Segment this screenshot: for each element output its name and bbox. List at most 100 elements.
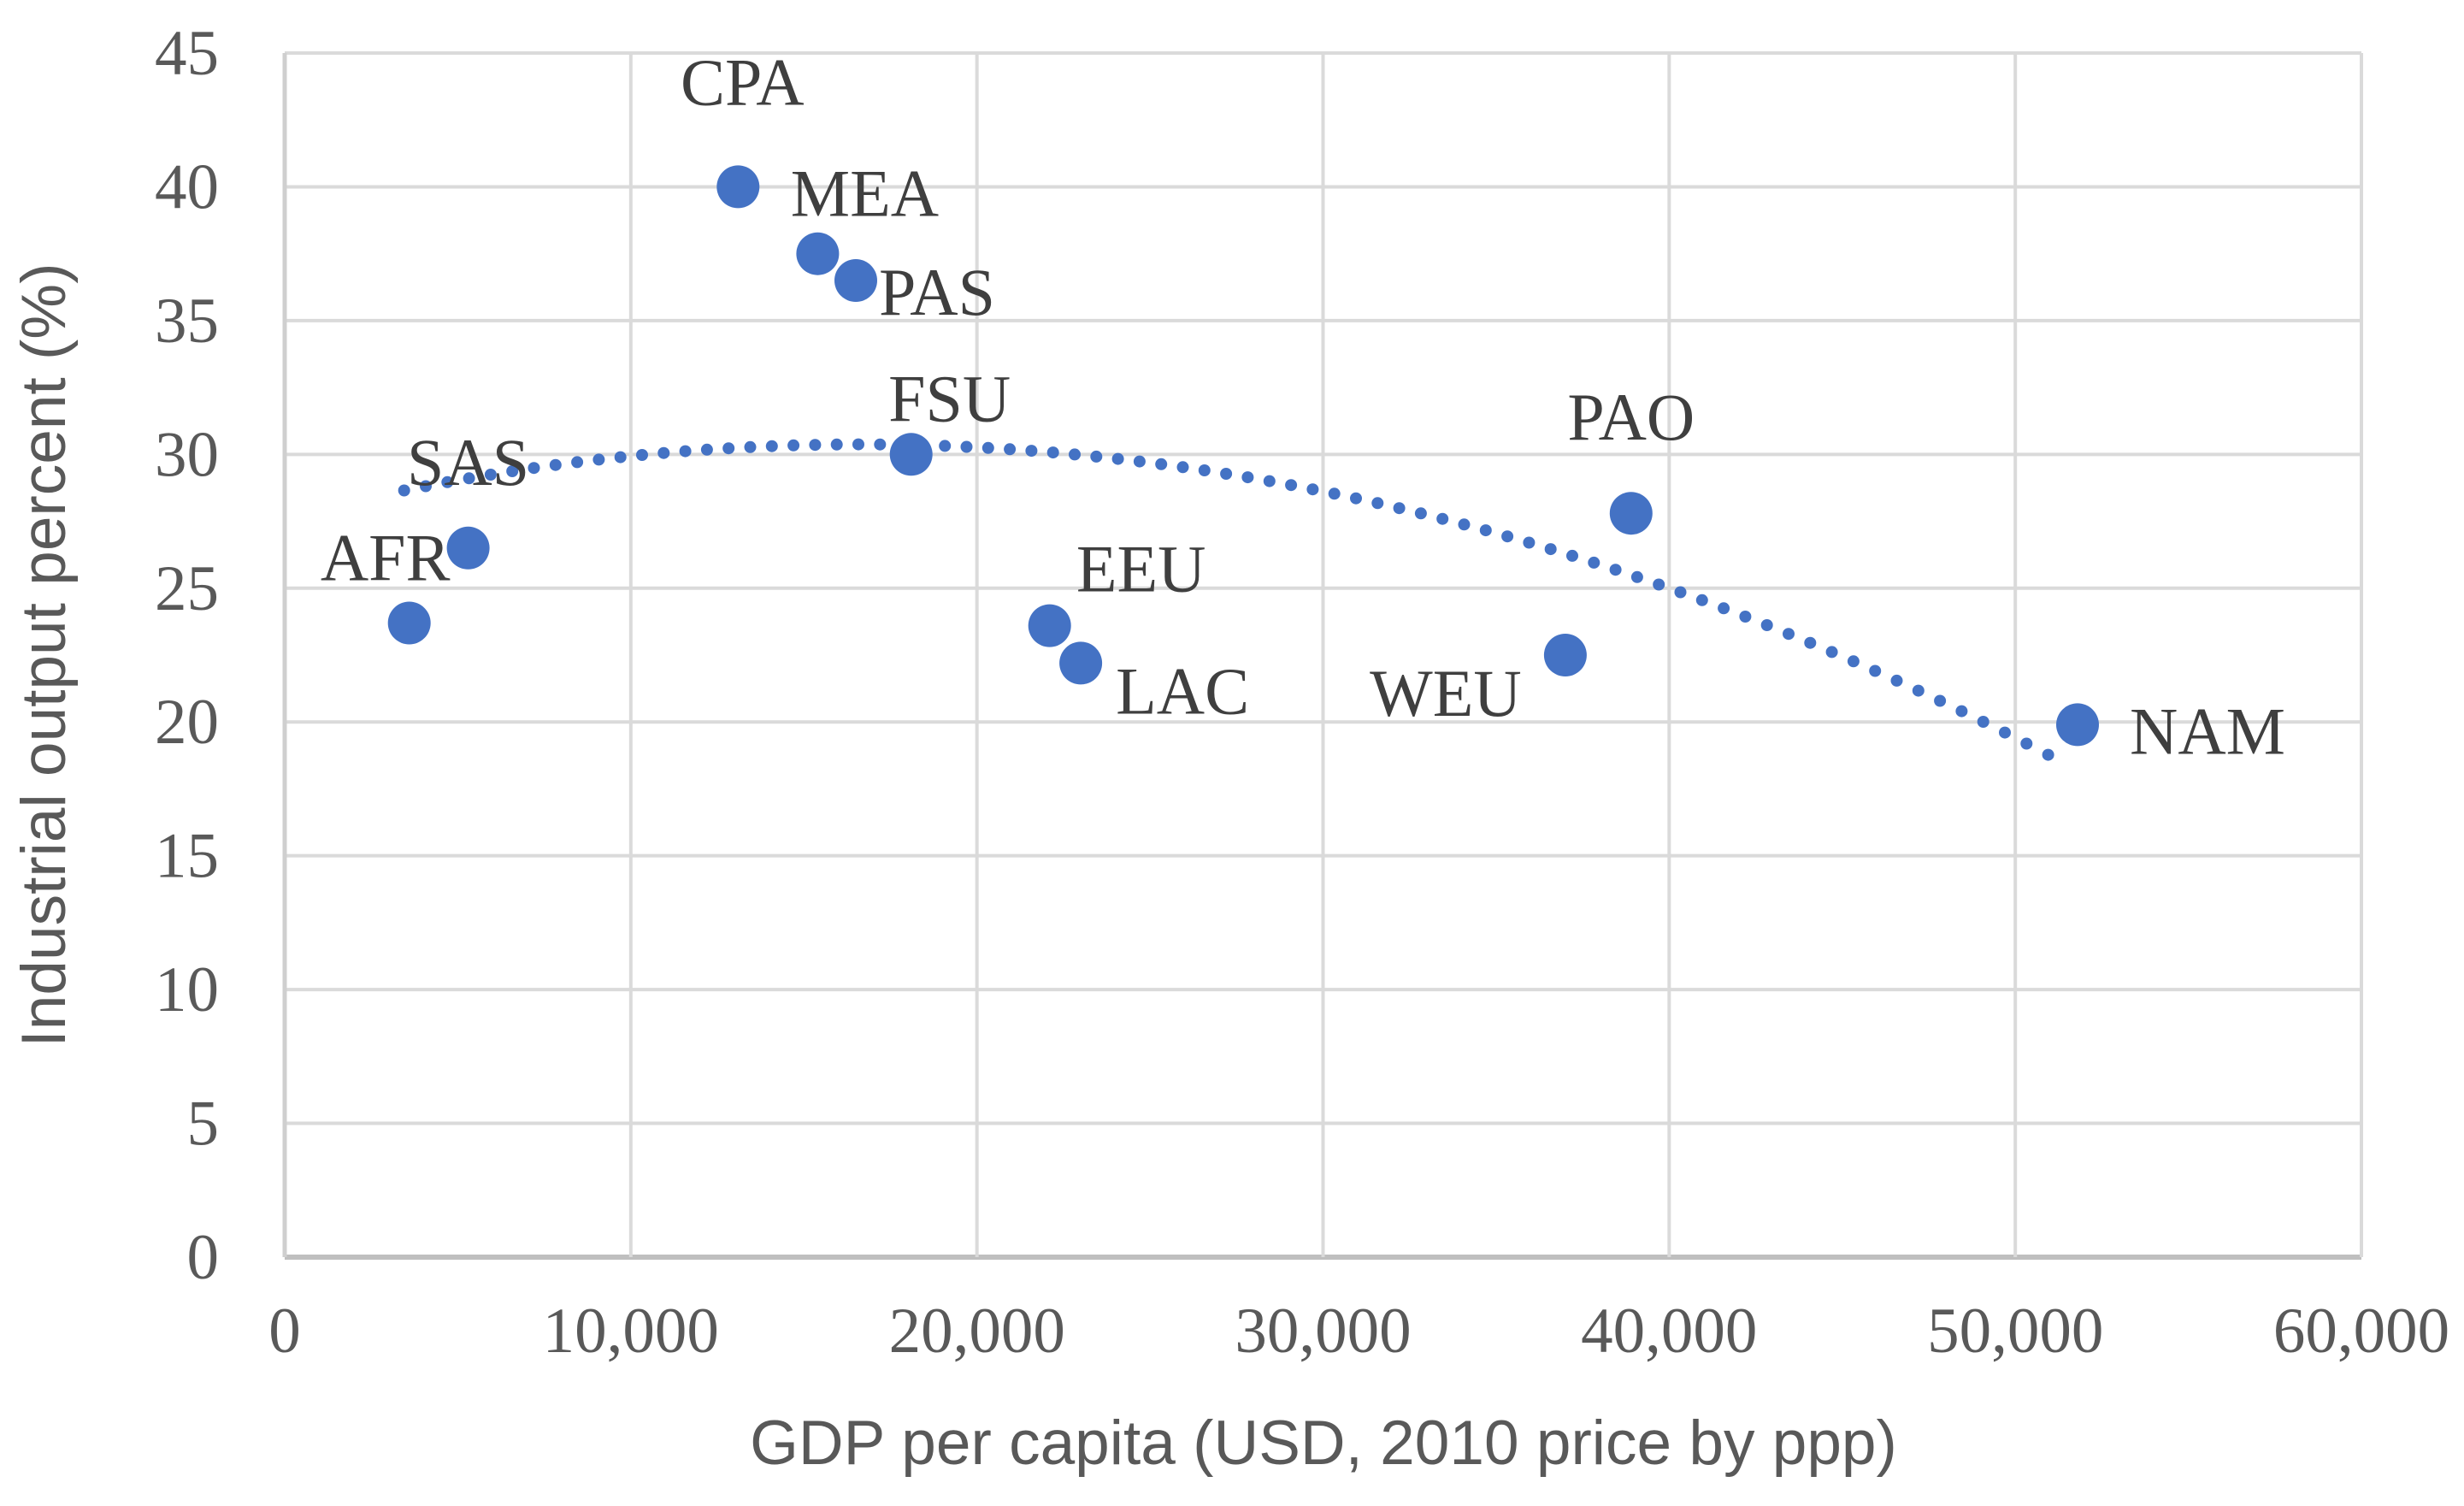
trend-dot bbox=[787, 439, 800, 452]
trend-dot bbox=[1111, 452, 1124, 465]
x-tick-50,000: 50,000 bbox=[1927, 1296, 2103, 1367]
trend-dot bbox=[1588, 556, 1600, 569]
trend-dot bbox=[1804, 636, 1817, 649]
data-point-PAO bbox=[1609, 492, 1653, 535]
data-point-SAS bbox=[446, 526, 490, 570]
data-point-NAM bbox=[2056, 703, 2099, 747]
trend-dot bbox=[1760, 619, 1773, 631]
point-label-AFR: AFR bbox=[321, 521, 451, 595]
trend-dot bbox=[420, 480, 432, 493]
data-point-FSU bbox=[889, 433, 933, 476]
y-tick-0: 0 bbox=[187, 1222, 220, 1293]
point-label-EEU: EEU bbox=[1076, 532, 1206, 606]
trend-dot bbox=[528, 462, 540, 475]
x-tick-0: 0 bbox=[268, 1296, 301, 1367]
data-point-AFR bbox=[387, 601, 431, 645]
trend-dot bbox=[636, 449, 648, 461]
trend-dot bbox=[1912, 684, 1925, 697]
point-label-LAC: LAC bbox=[1116, 653, 1249, 728]
trend-dot bbox=[657, 446, 670, 459]
x-tick-30,000: 30,000 bbox=[1235, 1296, 1411, 1367]
x-axis-title: GDP per capita (USD, 2010 price by ppp) bbox=[750, 1409, 1897, 1478]
trend-dot bbox=[1198, 464, 1211, 476]
trend-dot bbox=[1371, 497, 1384, 510]
trend-dot bbox=[1241, 471, 1254, 484]
trend-dot bbox=[2042, 748, 2054, 761]
trend-dot bbox=[1069, 448, 1081, 461]
trend-dot bbox=[1977, 716, 1989, 728]
trend-dot bbox=[1501, 530, 1514, 543]
trend-dot bbox=[1955, 705, 1968, 718]
trend-dot bbox=[571, 456, 584, 469]
trend-dot bbox=[1133, 455, 1146, 468]
trend-dot bbox=[549, 458, 562, 471]
trend-dot bbox=[722, 442, 735, 455]
data-point-WEU bbox=[1543, 634, 1587, 676]
trend-dot bbox=[1046, 446, 1059, 459]
trend-dot bbox=[1783, 628, 1795, 641]
y-axis-tick-labels: 0 5 10 15 20 25 30 35 40 45 bbox=[155, 18, 219, 1293]
x-axis-tick-labels: 0 10,000 20,000 30,000 40,000 50,000 60,000 bbox=[268, 1296, 2449, 1367]
trend-dot bbox=[981, 441, 994, 454]
data-point-CPA bbox=[716, 165, 760, 209]
trend-dot bbox=[1869, 664, 1882, 677]
y-tick-35: 35 bbox=[155, 286, 219, 357]
point-label-SAS: SAS bbox=[407, 425, 529, 499]
trend-dot bbox=[506, 465, 519, 477]
trend-dot bbox=[1263, 475, 1276, 487]
y-tick-5: 5 bbox=[187, 1089, 220, 1160]
data-point-MEA bbox=[796, 232, 840, 275]
trend-dot bbox=[1718, 602, 1730, 615]
y-tick-30: 30 bbox=[155, 419, 219, 490]
x-tick-20,000: 20,000 bbox=[889, 1296, 1065, 1367]
data-point-LAC bbox=[1059, 641, 1103, 685]
trend-dot bbox=[960, 440, 973, 453]
x-tick-10,000: 10,000 bbox=[543, 1296, 719, 1367]
trend-dot bbox=[1609, 564, 1622, 576]
x-tick-40,000: 40,000 bbox=[1581, 1296, 1757, 1367]
trend-dot bbox=[592, 453, 605, 466]
data-point-EEU bbox=[1028, 604, 1071, 647]
trend-dot bbox=[1328, 487, 1341, 500]
trend-dot bbox=[1479, 524, 1492, 537]
trend-dot bbox=[1695, 594, 1708, 606]
point-label-WEU: WEU bbox=[1370, 656, 1522, 730]
trend-dot bbox=[1004, 443, 1017, 456]
trend-dot bbox=[1999, 726, 2011, 739]
point-label-PAS: PAS bbox=[879, 255, 995, 329]
trend-dot bbox=[1220, 468, 1233, 480]
point-label-PAO: PAO bbox=[1567, 380, 1695, 454]
trend-dot bbox=[441, 475, 454, 488]
trend-dot bbox=[1825, 646, 1838, 659]
trend-dot bbox=[1934, 694, 1947, 707]
y-tick-20: 20 bbox=[155, 687, 219, 758]
trend-dot bbox=[1393, 502, 1406, 515]
trend-dot bbox=[679, 445, 692, 458]
trend-dot bbox=[614, 451, 627, 464]
point-label-MEA: MEA bbox=[791, 157, 939, 231]
trend-dot bbox=[1025, 445, 1038, 458]
trend-dot bbox=[2020, 737, 2033, 750]
x-tick-60,000: 60,000 bbox=[2273, 1296, 2449, 1367]
trend-dot bbox=[765, 440, 778, 452]
trend-dot bbox=[1458, 518, 1471, 531]
trend-dot bbox=[1285, 479, 1298, 492]
point-label-CPA: CPA bbox=[681, 44, 805, 119]
trend-dot bbox=[1306, 483, 1319, 496]
trend-dot bbox=[1523, 536, 1536, 549]
y-tick-40: 40 bbox=[155, 151, 219, 222]
point-label-NAM: NAM bbox=[2130, 694, 2285, 768]
y-axis-title: Industrial output percent (%) bbox=[9, 263, 79, 1047]
data-points bbox=[387, 165, 2099, 747]
y-tick-10: 10 bbox=[155, 954, 219, 1025]
trend-dot bbox=[463, 472, 475, 485]
trend-dot bbox=[1653, 578, 1665, 591]
data-point-labels: AFR SAS CPA MEA PAS FSU EEU LAC WEU PAO NAM bbox=[321, 44, 2285, 768]
trend-dot bbox=[830, 438, 843, 451]
y-tick-15: 15 bbox=[155, 821, 219, 892]
trend-dot bbox=[809, 439, 822, 452]
trend-dot bbox=[939, 440, 952, 452]
trend-dot bbox=[744, 440, 757, 453]
